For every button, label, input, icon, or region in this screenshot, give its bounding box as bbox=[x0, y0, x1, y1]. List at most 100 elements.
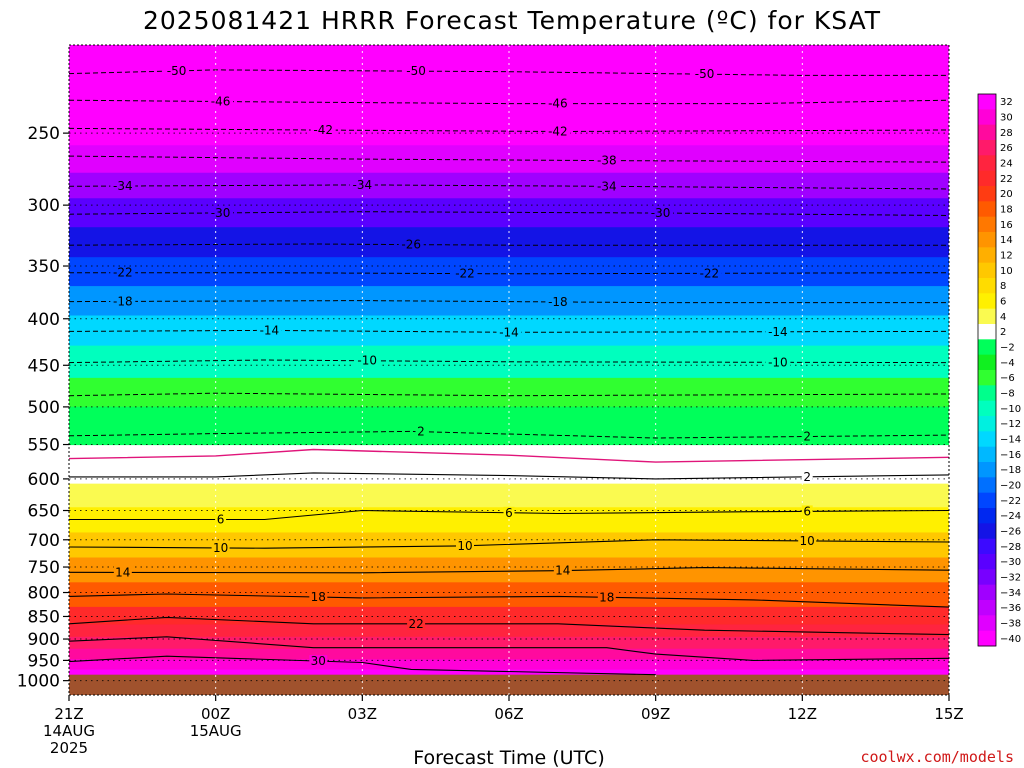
x-axis-label: Forecast Time (UTC) bbox=[413, 747, 604, 768]
colorbar-segment bbox=[978, 538, 996, 555]
colorbar-segment bbox=[978, 155, 996, 172]
colorbar-segment bbox=[978, 385, 996, 402]
contour-label: -50 bbox=[695, 67, 715, 81]
contour-label: -38 bbox=[597, 154, 617, 168]
plot-contours: -50 -50 -50 -46 -46 -42 -42 -38 -34 -34 -34 -30 -30 -… bbox=[68, 64, 950, 676]
colorbar-label: −26 bbox=[1000, 527, 1021, 538]
contour-line--46 bbox=[68, 99, 950, 105]
contour-label: 10 bbox=[800, 534, 815, 548]
contour-line--38 bbox=[68, 155, 950, 163]
colorbar-label: −22 bbox=[1000, 496, 1021, 507]
x-tick-label: 21Z bbox=[54, 705, 83, 723]
contour-label-bg bbox=[349, 178, 375, 191]
contour-label-bg bbox=[801, 430, 813, 443]
contour-label-bg bbox=[594, 180, 620, 193]
x-tick-label: 09Z bbox=[641, 705, 670, 723]
colorbar-segment bbox=[978, 186, 996, 202]
contour-label-bg bbox=[164, 64, 190, 77]
contour-label-bg bbox=[452, 267, 478, 280]
contour-label-bg bbox=[503, 506, 515, 519]
contour-label: -22 bbox=[700, 266, 720, 280]
colorbar-segment bbox=[978, 600, 996, 616]
chart-title: 2025081421 HRRR Forecast Temperature (ºC… bbox=[143, 6, 881, 35]
colorbar-segment bbox=[978, 293, 996, 310]
contour-label: -18 bbox=[113, 294, 133, 308]
y-tick-label: 300 bbox=[28, 196, 60, 216]
contour-label-bg bbox=[403, 65, 429, 78]
contour-label-bg bbox=[110, 180, 136, 192]
colorbar-label: −30 bbox=[1000, 557, 1021, 568]
colorbar-label: 18 bbox=[1000, 205, 1013, 216]
y-tick-label: 900 bbox=[28, 630, 60, 650]
colorbar-segment bbox=[978, 508, 996, 524]
contour-line--42 bbox=[68, 127, 950, 133]
colorbar-segment bbox=[978, 324, 996, 340]
contour-label: -34 bbox=[113, 179, 133, 193]
contour-line-6 bbox=[69, 509, 950, 521]
contour-label-bg bbox=[545, 97, 571, 110]
colorbar-segment bbox=[978, 492, 996, 509]
colorbar-label: −6 bbox=[1000, 373, 1015, 384]
contour-label: 2 bbox=[803, 430, 811, 444]
colorbar-label: 12 bbox=[1000, 251, 1013, 262]
colorbar-label: −40 bbox=[1000, 634, 1021, 645]
contour-label-bg bbox=[456, 539, 474, 552]
y-tick-label: 550 bbox=[28, 436, 60, 456]
contour-label-bg bbox=[801, 505, 813, 518]
contour-label-bg bbox=[310, 124, 336, 136]
ground-shading bbox=[69, 674, 949, 695]
colorbar-label: −34 bbox=[1000, 588, 1021, 599]
contour-label-bg bbox=[765, 325, 791, 338]
contour-label-bg bbox=[801, 470, 813, 483]
colorbar-segment bbox=[978, 431, 996, 448]
colorbar-segment bbox=[978, 124, 996, 141]
y-tick-label: 650 bbox=[28, 502, 60, 522]
contour-label: -30 bbox=[211, 206, 231, 220]
contour-label: 18 bbox=[599, 590, 614, 604]
colorbar-segment bbox=[978, 446, 996, 463]
colorbar-segment bbox=[978, 216, 996, 233]
contour-label-bg bbox=[597, 591, 616, 604]
y-tick-label: 450 bbox=[28, 356, 60, 376]
colorbar-segment bbox=[978, 278, 996, 294]
colorbar-segment bbox=[978, 400, 996, 417]
plot-grid bbox=[68, 45, 950, 695]
contour-label-bg bbox=[215, 513, 227, 526]
colorbar-label: −32 bbox=[1000, 573, 1021, 584]
contour-label-bg bbox=[211, 541, 230, 554]
temperature-band bbox=[69, 45, 949, 65]
contour-label: 18 bbox=[311, 590, 326, 604]
contour-line-22 bbox=[68, 616, 950, 636]
colorbar-segment bbox=[978, 477, 996, 494]
contour-label: 22 bbox=[408, 617, 423, 631]
x-tick-label: 03Z bbox=[348, 705, 377, 723]
y-tick-label: 950 bbox=[28, 651, 60, 671]
contour-label: -34 bbox=[597, 179, 617, 193]
contour-line-18 bbox=[68, 593, 950, 608]
contour-line-30 bbox=[68, 655, 656, 676]
colorbar-segment bbox=[978, 262, 996, 279]
x-tick-label: 12Z bbox=[788, 705, 817, 723]
colorbar-label: −12 bbox=[1000, 419, 1021, 430]
credit-link[interactable]: coolwx.com/models bbox=[860, 748, 1014, 766]
temperature-band bbox=[69, 624, 949, 638]
colorbar-label: −28 bbox=[1000, 542, 1021, 553]
contour-label-bg bbox=[545, 295, 571, 308]
contour-line-0 bbox=[68, 448, 950, 463]
colorbar-label: −4 bbox=[1000, 358, 1015, 369]
colorbar-label: 30 bbox=[1000, 113, 1013, 124]
colorbar-segment bbox=[978, 584, 996, 601]
contour-line--2 bbox=[68, 430, 950, 439]
contour-label-bg bbox=[208, 206, 234, 219]
contour-line--10 bbox=[68, 359, 950, 364]
contour-label: -26 bbox=[401, 238, 421, 252]
x-tick-label: 00Z bbox=[201, 705, 230, 723]
y-tick-label: 800 bbox=[28, 584, 60, 604]
colorbar-segment bbox=[978, 370, 996, 386]
colorbar-label: −36 bbox=[1000, 603, 1021, 614]
contour-label: 10 bbox=[457, 539, 472, 553]
contour-label: -14 bbox=[499, 325, 519, 339]
colorbar-segment bbox=[978, 462, 996, 478]
contour-line-2 bbox=[69, 472, 950, 480]
colorbar-segment bbox=[978, 416, 996, 432]
